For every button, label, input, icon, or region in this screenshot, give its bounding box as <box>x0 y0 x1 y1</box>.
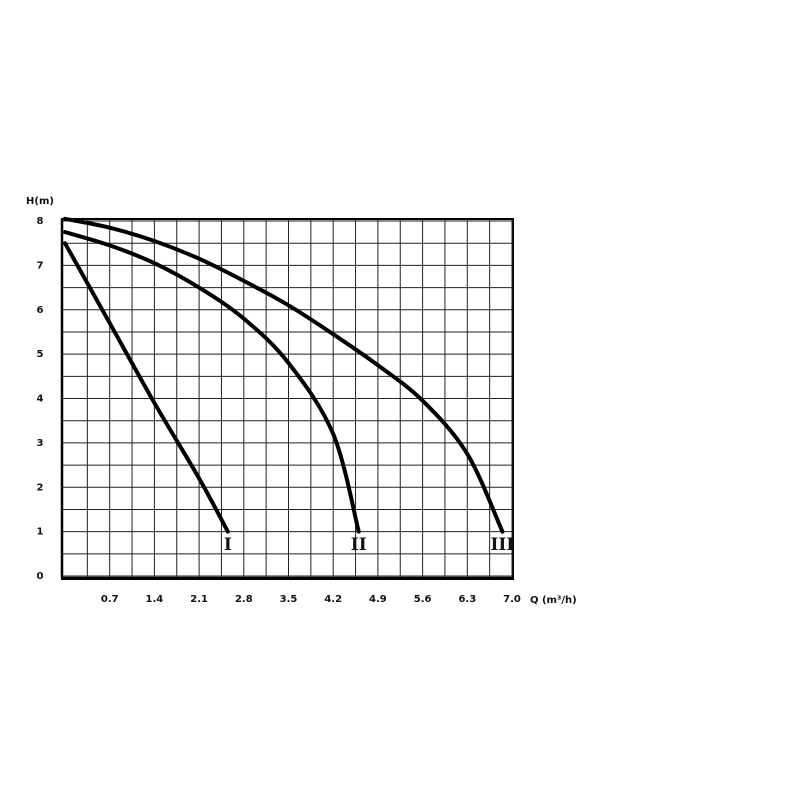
y-tick-label: 5 <box>37 349 44 360</box>
x-tick-label: 5.6 <box>414 594 432 605</box>
x-tick-label: 2.8 <box>235 594 253 605</box>
x-tick-label: 6.3 <box>458 594 476 605</box>
curve-label: III <box>490 535 514 555</box>
x-tick-label: 2.1 <box>190 594 208 605</box>
y-tick-label: 0 <box>37 571 44 582</box>
y-tick-label: 6 <box>37 305 44 316</box>
y-tick-label: 1 <box>37 527 44 538</box>
x-tick-label: 4.2 <box>324 594 342 605</box>
y-tick-label: 7 <box>37 260 44 271</box>
pump-curve <box>63 216 505 534</box>
curve-label: I <box>224 535 232 555</box>
curve-label: II <box>351 535 367 555</box>
x-axis-label: Q (m³/h) <box>530 595 577 606</box>
x-tick-label: 1.4 <box>146 594 164 605</box>
pump-curve <box>63 241 230 534</box>
x-tick-label: 7.0 <box>503 594 521 605</box>
pump-curve <box>63 230 361 534</box>
y-axis-label: H(m) <box>26 196 54 207</box>
x-tick-label: 3.5 <box>280 594 298 605</box>
x-tick-label: 0.7 <box>101 594 119 605</box>
y-tick-label: 8 <box>37 216 44 227</box>
y-tick-label: 4 <box>37 394 44 405</box>
y-tick-label: 3 <box>37 438 44 449</box>
x-tick-label: 4.9 <box>369 594 387 605</box>
y-tick-label: 2 <box>37 482 44 493</box>
